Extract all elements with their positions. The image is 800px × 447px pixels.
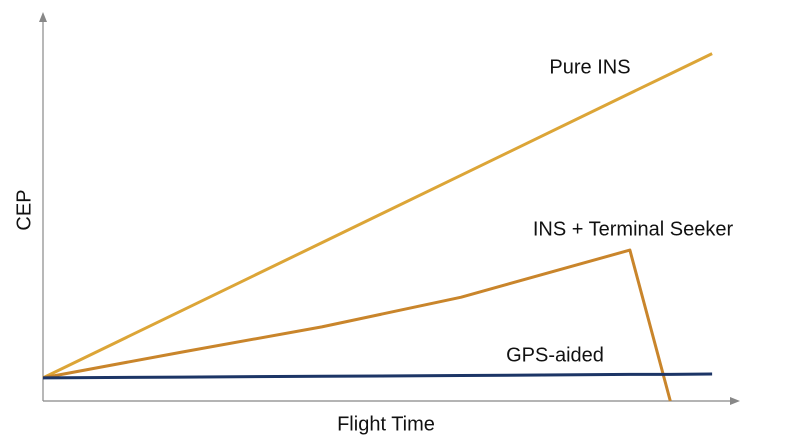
- series-line: [42, 52, 713, 380]
- y-axis-arrow: [39, 12, 47, 22]
- y-axis-label: CEP: [13, 189, 35, 230]
- x-axis-arrow: [730, 397, 740, 405]
- series-label: Pure INS: [549, 56, 630, 78]
- series-label: INS + Terminal Seeker: [533, 218, 734, 240]
- series-line: [42, 248, 672, 402]
- series-line: [42, 372, 713, 380]
- x-axis-label: Flight Time: [337, 413, 435, 435]
- series-label: GPS-aided: [506, 344, 604, 366]
